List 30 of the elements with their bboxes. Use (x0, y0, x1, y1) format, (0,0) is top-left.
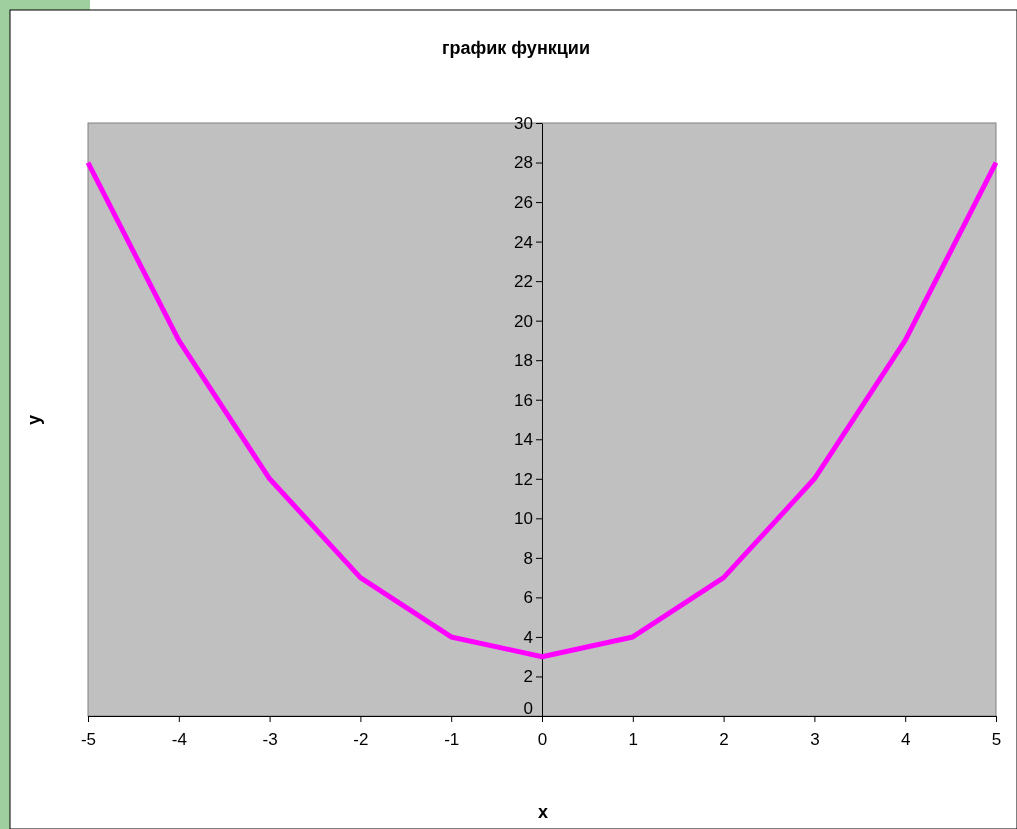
y-tick-label: 2 (523, 667, 533, 687)
y-tick-label: 6 (523, 588, 533, 608)
x-tick-label: 5 (991, 730, 1002, 750)
y-tick-label: 18 (514, 351, 533, 371)
y-tick-label: 12 (514, 469, 533, 489)
y-tick-label: 0 (523, 698, 533, 718)
x-tick-label: 2 (719, 730, 729, 750)
chart-title: график функции (442, 38, 590, 58)
y-tick-label: 22 (514, 272, 533, 292)
y-tick-label: 20 (514, 311, 533, 331)
y-tick-label: 26 (514, 193, 533, 213)
x-tick-label: -4 (171, 730, 187, 750)
y-tick-label: 30 (514, 113, 533, 133)
x-axis-title: x (537, 802, 549, 822)
y-tick-label: 28 (514, 153, 533, 173)
x-tick-label: -5 (80, 730, 97, 750)
y-tick-label: 10 (514, 509, 533, 529)
y-tick-label: 16 (514, 390, 533, 410)
x-tick-label: 0 (537, 730, 548, 750)
x-tick-label: -3 (262, 730, 278, 750)
y-tick-label: 14 (514, 430, 533, 450)
x-tick-label: -2 (353, 730, 369, 750)
y-axis-title: y (24, 414, 44, 426)
y-tick-label: 8 (523, 548, 533, 568)
x-tick-label: 4 (900, 730, 911, 750)
x-tick-label: -1 (444, 730, 460, 750)
x-tick-label: 1 (628, 730, 639, 750)
y-tick-label: 4 (523, 627, 533, 647)
y-tick-label: 24 (514, 232, 533, 252)
x-tick-label: 3 (810, 730, 820, 750)
